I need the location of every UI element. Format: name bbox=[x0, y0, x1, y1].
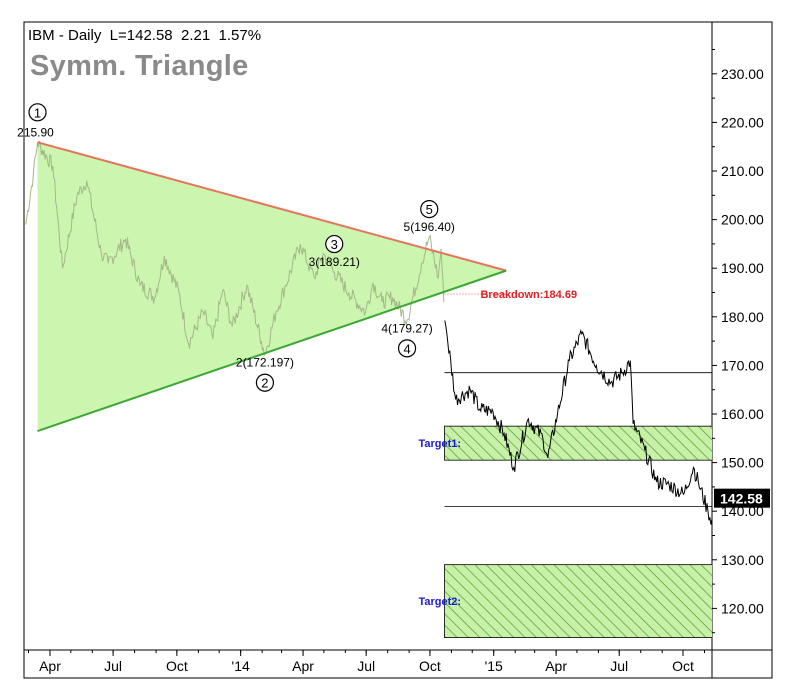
y-tick-label: 230.00 bbox=[721, 66, 764, 82]
y-tick-label: 180.00 bbox=[721, 309, 764, 325]
y-tick-label: 190.00 bbox=[721, 260, 764, 276]
target-zone-1 bbox=[444, 425, 712, 461]
chart-frame bbox=[23, 21, 773, 679]
y-tick-label: 130.00 bbox=[721, 552, 764, 568]
x-tick-label: '14 bbox=[232, 658, 250, 674]
pivot-number-4: 4 bbox=[403, 341, 410, 356]
x-tick-label: Oct bbox=[672, 658, 694, 674]
last-price-value: 142.58 bbox=[720, 491, 763, 507]
target-zone-2 bbox=[444, 564, 712, 638]
pivot-number-1: 1 bbox=[34, 105, 41, 120]
pivot-label-1: 215.90 bbox=[17, 125, 54, 139]
pivot-marker-5 bbox=[420, 199, 439, 219]
y-tick-label: 200.00 bbox=[721, 212, 764, 228]
pivot-label-3: 3(189.21) bbox=[309, 255, 360, 269]
pivot-marker-1 bbox=[28, 103, 47, 122]
x-tick-label: '15 bbox=[485, 658, 503, 674]
price-line bbox=[444, 320, 712, 525]
lower-trendline bbox=[37, 269, 507, 432]
pivot-label-4: 4(179.27) bbox=[381, 321, 432, 335]
x-tick-label: Apr bbox=[292, 658, 314, 674]
pivot-marker-2 bbox=[255, 373, 275, 392]
pivot-label-5: 5(196.40) bbox=[404, 220, 455, 234]
price-line-pattern bbox=[25, 140, 445, 357]
pivot-marker-4 bbox=[397, 339, 417, 358]
y-tick-label: 120.00 bbox=[721, 600, 764, 616]
x-tick-label: Jul bbox=[610, 658, 628, 674]
pivot-number-2: 2 bbox=[261, 376, 268, 391]
symbol-info: IBM - Daily L=142.58 2.21 1.57% bbox=[28, 27, 262, 44]
x-tick-label: Apr bbox=[39, 658, 61, 674]
target-label-1: Target1: bbox=[418, 438, 461, 450]
pivot-marker-3 bbox=[325, 234, 344, 254]
x-tick-label: Apr bbox=[545, 658, 567, 674]
pattern-title: Symm. Triangle bbox=[30, 50, 249, 82]
plot-area: Target1: Target2: Breakdown:184.69 bbox=[25, 140, 712, 638]
last-price-badge bbox=[714, 488, 770, 508]
x-tick-label: Jul bbox=[104, 658, 122, 674]
y-tick-label: 150.00 bbox=[721, 455, 764, 471]
x-tick-label: Oct bbox=[166, 658, 188, 674]
breakdown-label: Breakdown:184.69 bbox=[480, 289, 577, 301]
pivot-label-2: 2(172.197) bbox=[236, 356, 294, 370]
target-label-2: Target2: bbox=[418, 596, 461, 608]
upper-trendline bbox=[37, 141, 507, 272]
pivot-number-5: 5 bbox=[426, 202, 433, 217]
y-tick-label: 170.00 bbox=[721, 357, 764, 373]
y-tick-label: 220.00 bbox=[721, 114, 764, 130]
x-tick-label: Jul bbox=[357, 658, 375, 674]
pivot-number-3: 3 bbox=[331, 237, 338, 252]
x-tick-label: Oct bbox=[419, 658, 441, 674]
y-tick-label: 160.00 bbox=[721, 406, 764, 422]
triangle-area bbox=[37, 142, 507, 432]
y-tick-label: 210.00 bbox=[721, 163, 764, 179]
